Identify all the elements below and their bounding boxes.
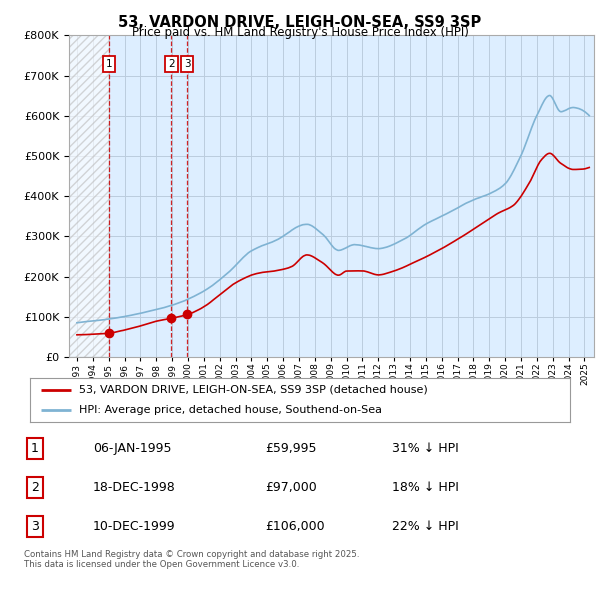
Text: £59,995: £59,995 <box>265 442 317 455</box>
Text: 18-DEC-1998: 18-DEC-1998 <box>92 481 175 494</box>
Text: 2: 2 <box>168 60 175 70</box>
Text: 18% ↓ HPI: 18% ↓ HPI <box>392 481 459 494</box>
Text: Price paid vs. HM Land Registry's House Price Index (HPI): Price paid vs. HM Land Registry's House … <box>131 26 469 39</box>
Text: 10-DEC-1999: 10-DEC-1999 <box>92 520 175 533</box>
Text: £106,000: £106,000 <box>265 520 325 533</box>
Text: 1: 1 <box>106 60 112 70</box>
Text: 31% ↓ HPI: 31% ↓ HPI <box>392 442 459 455</box>
Bar <box>69 35 109 357</box>
Text: £97,000: £97,000 <box>265 481 317 494</box>
Text: 1: 1 <box>31 442 39 455</box>
Text: 53, VARDON DRIVE, LEIGH-ON-SEA, SS9 3SP: 53, VARDON DRIVE, LEIGH-ON-SEA, SS9 3SP <box>118 15 482 30</box>
Text: 2: 2 <box>31 481 39 494</box>
Text: 3: 3 <box>184 60 190 70</box>
Text: 06-JAN-1995: 06-JAN-1995 <box>92 442 171 455</box>
Text: 22% ↓ HPI: 22% ↓ HPI <box>392 520 459 533</box>
Text: HPI: Average price, detached house, Southend-on-Sea: HPI: Average price, detached house, Sout… <box>79 405 382 415</box>
Text: 53, VARDON DRIVE, LEIGH-ON-SEA, SS9 3SP (detached house): 53, VARDON DRIVE, LEIGH-ON-SEA, SS9 3SP … <box>79 385 427 395</box>
Text: 3: 3 <box>31 520 39 533</box>
Text: Contains HM Land Registry data © Crown copyright and database right 2025.
This d: Contains HM Land Registry data © Crown c… <box>24 550 359 569</box>
